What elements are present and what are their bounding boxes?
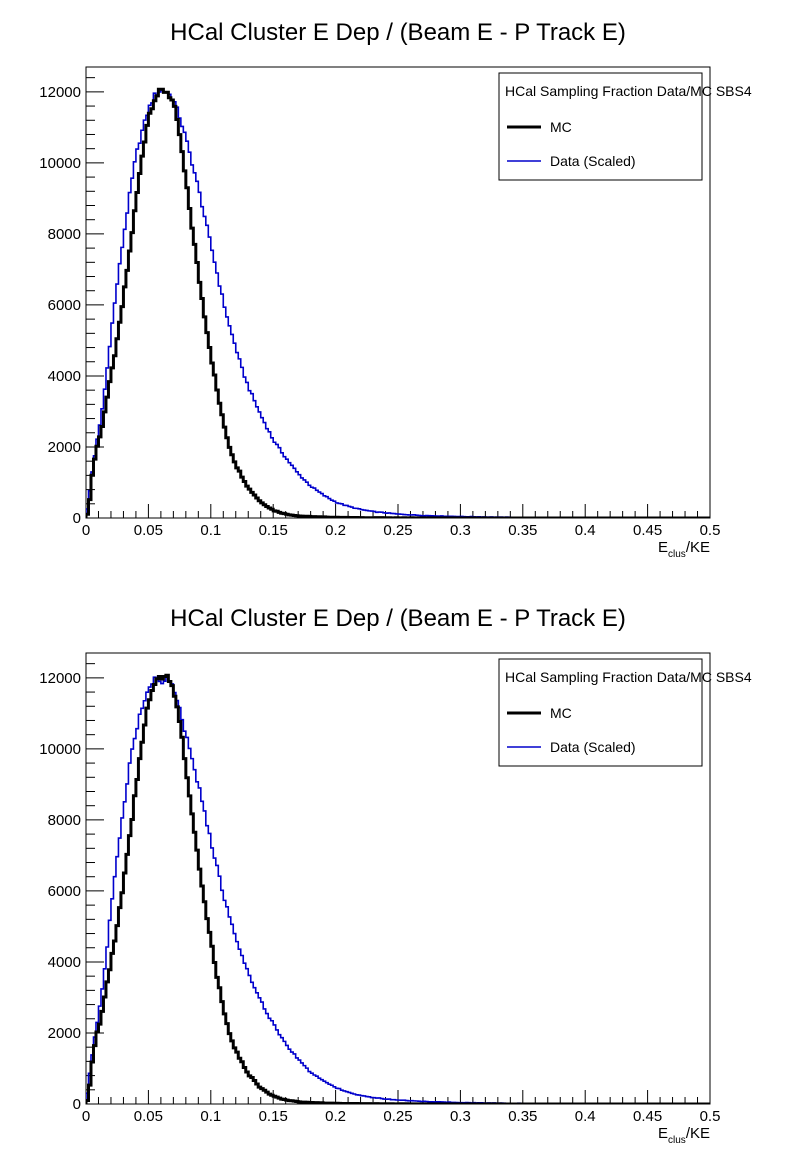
chart-svg-top: HCal Cluster E Dep / (Beam E - P Track E…: [39, 19, 752, 560]
x-axis-label-main: E: [658, 539, 668, 556]
x-axis-label-tail: /KE: [686, 539, 710, 556]
chart-title: HCal Cluster E Dep / (Beam E - P Track E…: [170, 19, 626, 46]
x-tick-label: 0.35: [508, 522, 537, 539]
histogram-pad-bottom: HCal Cluster E Dep / (Beam E - P Track E…: [0, 586, 796, 1172]
x-tick-label: 0.45: [633, 1108, 662, 1125]
x-tick-label: 0.5: [700, 1108, 721, 1125]
y-tick-label: 4000: [48, 954, 81, 971]
x-axis-label-tail: /KE: [686, 1125, 710, 1142]
x-tick-label: 0.3: [450, 1108, 471, 1125]
x-axis-label-sub: clus: [668, 549, 686, 560]
x-tick-label: 0.4: [575, 522, 596, 539]
legend-label-data: Data (Scaled): [550, 739, 636, 755]
x-tick-label: 0: [82, 1108, 90, 1125]
y-tick-label: 0: [73, 1096, 81, 1113]
x-tick-label: 0.2: [325, 522, 346, 539]
legend-label-mc: MC: [550, 705, 572, 721]
x-tick-label: 0: [82, 522, 90, 539]
x-tick-label: 0.1: [200, 1108, 221, 1125]
y-tick-label: 12000: [39, 670, 81, 687]
chart-title: HCal Cluster E Dep / (Beam E - P Track E…: [170, 605, 626, 632]
x-tick-label: 0.35: [508, 1108, 537, 1125]
x-tick-label: 0.15: [259, 1108, 288, 1125]
y-tick-label: 10000: [39, 741, 81, 758]
x-tick-label: 0.25: [383, 1108, 412, 1125]
x-axis-label: Eclus/KE: [658, 539, 710, 560]
legend-label-data: Data (Scaled): [550, 153, 636, 169]
y-tick-label: 8000: [48, 812, 81, 829]
x-tick-label: 0.15: [259, 522, 288, 539]
x-tick-label: 0.5: [700, 522, 721, 539]
x-tick-label: 0.4: [575, 1108, 596, 1125]
y-tick-label: 6000: [48, 297, 81, 314]
y-tick-label: 8000: [48, 226, 81, 243]
histogram-pad-top: HCal Cluster E Dep / (Beam E - P Track E…: [39, 19, 752, 560]
series-line-mc: [86, 673, 710, 1104]
series-line-mc: [86, 87, 710, 518]
y-tick-label: 0: [73, 510, 81, 527]
x-tick-label: 0.45: [633, 522, 662, 539]
chart-svg-bottom: HCal Cluster E Dep / (Beam E - P Track E…: [39, 605, 752, 1146]
x-tick-label: 0.2: [325, 1108, 346, 1125]
x-axis-label-main: E: [658, 1125, 668, 1142]
y-tick-label: 10000: [39, 155, 81, 172]
legend-header: HCal Sampling Fraction Data/MC SBS4: [505, 83, 752, 99]
series-group: [86, 87, 710, 518]
y-tick-label: 4000: [48, 368, 81, 385]
y-tick-label: 12000: [39, 84, 81, 101]
x-tick-label: 0.05: [134, 522, 163, 539]
x-tick-label: 0.05: [134, 1108, 163, 1125]
y-tick-label: 2000: [48, 1025, 81, 1042]
x-tick-label: 0.1: [200, 522, 221, 539]
y-tick-label: 6000: [48, 883, 81, 900]
x-tick-label: 0.3: [450, 522, 471, 539]
legend-label-mc: MC: [550, 119, 572, 135]
legend-header: HCal Sampling Fraction Data/MC SBS4: [505, 669, 752, 685]
y-tick-label: 2000: [48, 439, 81, 456]
x-axis-label-sub: clus: [668, 1135, 686, 1146]
series-group: [86, 673, 710, 1104]
x-tick-label: 0.25: [383, 522, 412, 539]
x-axis-label: Eclus/KE: [658, 1125, 710, 1146]
